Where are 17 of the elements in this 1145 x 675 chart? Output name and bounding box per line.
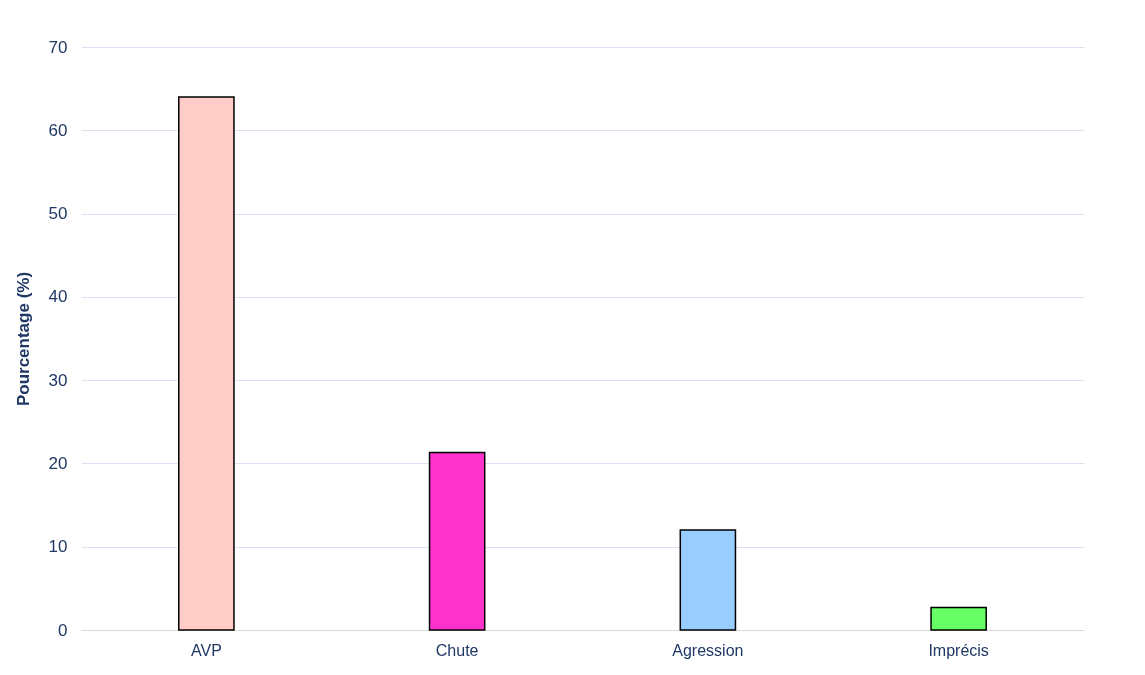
y-tick-label: 70 (48, 37, 68, 57)
y-tick-label: 50 (48, 204, 68, 224)
bar (930, 606, 987, 631)
y-tick-label: 0 (58, 620, 68, 640)
x-tick-label: Agression (672, 641, 744, 659)
x-tick-label: AVP (190, 641, 222, 659)
y-tick-label: 60 (48, 120, 68, 140)
y-tick-label: 40 (48, 287, 68, 307)
bar (178, 96, 235, 631)
y-tick-label: 20 (48, 453, 68, 473)
bar (679, 529, 737, 631)
x-tick-label: Imprécis (928, 641, 989, 659)
x-tick-label: Chute (435, 641, 479, 659)
y-tick-label: 30 (48, 370, 68, 390)
y-tick-label: 10 (48, 537, 68, 557)
bar (428, 451, 486, 631)
y-axis-title: Pourcentage (%) (13, 271, 33, 407)
